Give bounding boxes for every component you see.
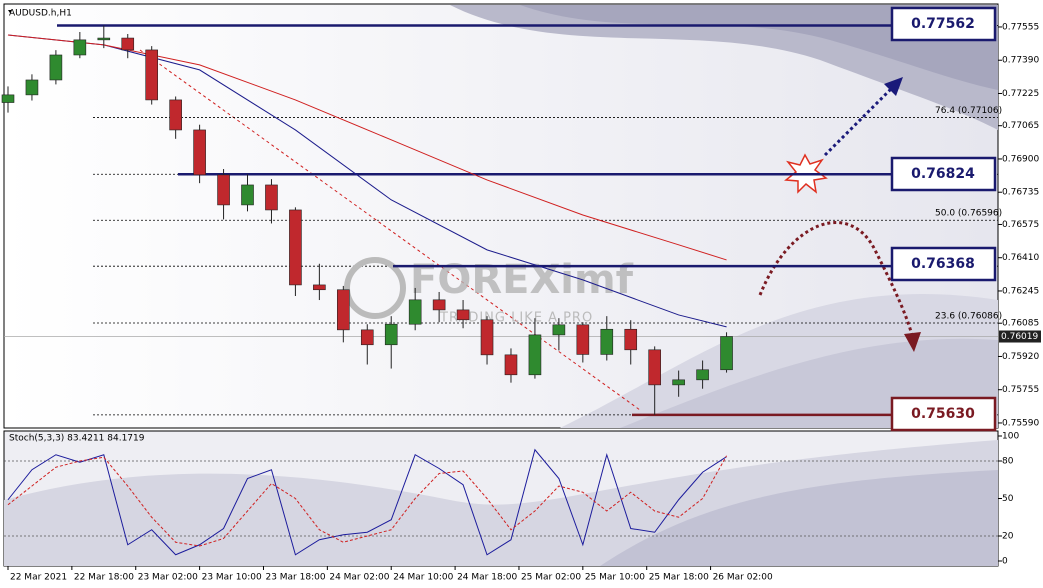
candle-body bbox=[720, 336, 733, 371]
fib-label: 23.6 (0.76086) bbox=[935, 312, 1002, 322]
level-box bbox=[890, 396, 997, 432]
level-box bbox=[890, 6, 997, 42]
stoch-line bbox=[7, 448, 727, 556]
candle-body bbox=[696, 369, 709, 381]
x-tick-label: 22 Mar 2021 bbox=[10, 573, 67, 583]
watermark-brand: FOREXimf bbox=[410, 257, 634, 303]
moving-average bbox=[7, 34, 727, 328]
level-label: 0.76824 bbox=[911, 166, 975, 182]
y-tick-label: 0.76575 bbox=[1002, 220, 1039, 230]
y-tick-label: 0.75920 bbox=[1002, 352, 1039, 362]
y-tick-label: 0 bbox=[1002, 557, 1008, 567]
arrow-up bbox=[823, 83, 897, 157]
candle-body bbox=[145, 49, 159, 101]
watermark-tagline: TRADING LIKE A PRO bbox=[439, 311, 593, 326]
candle-body bbox=[73, 39, 87, 56]
trend-line bbox=[139, 49, 641, 411]
candle-body bbox=[504, 354, 518, 376]
x-tick-label: 25 Mar 18:00 bbox=[649, 573, 709, 583]
candle-body bbox=[360, 329, 374, 346]
level-label: 0.75630 bbox=[911, 406, 975, 422]
candle-body bbox=[672, 379, 685, 386]
candle-body bbox=[1, 94, 15, 103]
candle-body bbox=[528, 334, 542, 376]
candle-body bbox=[600, 328, 614, 355]
y-tick-label: 0.77065 bbox=[1002, 121, 1039, 131]
x-tick-label: 24 Mar 18:00 bbox=[457, 573, 517, 583]
arrowhead bbox=[904, 332, 921, 352]
level-box bbox=[890, 156, 997, 192]
candle-body bbox=[552, 324, 566, 336]
x-tick-label: 24 Mar 10:00 bbox=[393, 573, 453, 583]
y-tick-label: 50 bbox=[1002, 494, 1014, 504]
candle-body bbox=[169, 99, 182, 131]
candle-body bbox=[313, 284, 326, 291]
candle-body bbox=[624, 328, 638, 351]
arrowhead bbox=[884, 77, 903, 96]
y-tick-label: 80 bbox=[1002, 457, 1014, 467]
y-tick-label: 0.76735 bbox=[1002, 188, 1039, 198]
candle-body bbox=[456, 309, 470, 321]
y-tick-label: 100 bbox=[1002, 432, 1019, 442]
candle-body bbox=[217, 174, 230, 206]
current-price-label: 0.76019 bbox=[1001, 332, 1038, 342]
candle-body bbox=[97, 37, 111, 41]
stoch-line bbox=[7, 455, 727, 547]
y-tick-label: 0.76900 bbox=[1002, 154, 1039, 164]
y-tick-label: 0.76085 bbox=[1002, 319, 1039, 329]
y-tick-label: 0.75755 bbox=[1002, 385, 1039, 395]
candle-body bbox=[265, 184, 278, 211]
x-tick-label: 23 Mar 18:00 bbox=[265, 573, 325, 583]
y-tick-label: 0.76410 bbox=[1002, 253, 1039, 263]
candle-body bbox=[25, 79, 39, 96]
candle-body bbox=[432, 299, 446, 311]
y-tick-label: 0.77225 bbox=[1002, 89, 1039, 99]
moving-average bbox=[7, 34, 727, 261]
watermark: FOREXimf TRADING LIKE A PRO bbox=[344, 257, 634, 326]
candle-body bbox=[480, 319, 494, 356]
y-tick-label: 0.75590 bbox=[1002, 418, 1039, 428]
arrow-down bbox=[758, 221, 914, 336]
x-tick-label: 22 Mar 18:00 bbox=[74, 573, 134, 583]
candle-body bbox=[408, 299, 422, 325]
indicator-title: Stoch(5,3,3) 83.4211 84.1719 bbox=[9, 434, 145, 444]
y-tick-label: 0.77555 bbox=[1002, 22, 1039, 32]
fib-label: 76.4 (0.77106) bbox=[935, 106, 1002, 116]
candle-body bbox=[576, 324, 590, 355]
fib-label: 50.0 (0.76596) bbox=[935, 209, 1002, 219]
title-arrow bbox=[8, 10, 12, 13]
level-label: 0.77562 bbox=[911, 16, 975, 32]
x-tick-label: 24 Mar 02:00 bbox=[329, 573, 389, 583]
chart-title: AUDUSD.h,H1 bbox=[9, 9, 72, 19]
candle-body bbox=[49, 54, 63, 81]
x-tick-label: 26 Mar 02:00 bbox=[713, 573, 773, 583]
y-tick-label: 0.77390 bbox=[1002, 56, 1039, 66]
level-label: 0.76368 bbox=[911, 256, 975, 272]
candle-body bbox=[193, 129, 206, 176]
x-tick-label: 23 Mar 02:00 bbox=[138, 573, 198, 583]
x-tick-label: 25 Mar 10:00 bbox=[585, 573, 645, 583]
current-price-box bbox=[999, 330, 1041, 343]
candle-body bbox=[337, 289, 350, 331]
watermark-logo bbox=[344, 257, 406, 319]
candle-body bbox=[384, 323, 398, 346]
candle-body bbox=[289, 209, 302, 286]
candle-body bbox=[648, 349, 661, 386]
level-box bbox=[890, 246, 997, 282]
x-tick-label: 23 Mar 10:00 bbox=[202, 573, 262, 583]
y-tick-label: 20 bbox=[1002, 532, 1014, 542]
candle-body bbox=[121, 37, 135, 51]
candle-body bbox=[241, 184, 254, 206]
background-swoosh bbox=[600, 470, 998, 566]
x-tick-label: 25 Mar 02:00 bbox=[521, 573, 581, 583]
y-tick-label: 0.76245 bbox=[1002, 286, 1039, 296]
